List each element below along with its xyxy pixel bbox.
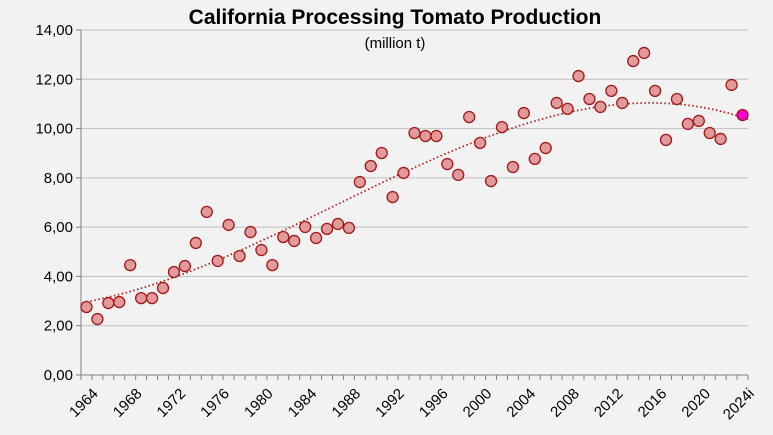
x-tick-label: 2012 [591,385,627,421]
data-point [725,78,738,92]
data-point [244,225,257,239]
data-point [714,132,727,146]
data-point [594,100,607,114]
data-point [222,218,235,232]
data-point [463,110,476,124]
y-tick-label: 10,00 [35,121,73,138]
data-point [648,84,662,98]
x-tick-label: 2016 [635,385,671,421]
x-tick-label: 1964 [66,385,102,421]
data-point [517,106,530,120]
data-point [506,160,520,174]
data-point [134,291,148,305]
data-point [277,230,290,244]
data-point [113,295,126,309]
x-tick-label: 1976 [197,385,233,421]
y-tick-label: 8,00 [44,170,73,187]
data-point [211,254,224,268]
data-point [80,300,93,314]
y-tick-label: 6,00 [44,219,73,236]
y-tick-label: 2,00 [44,318,73,335]
data-point [605,84,618,98]
x-tick-label: 1988 [329,385,365,421]
y-tick-label: 0,00 [44,367,73,384]
data-point [386,190,399,204]
data-point [156,281,170,295]
data-point [583,92,596,106]
data-point [572,69,585,83]
data-point [408,126,421,140]
data-point [473,136,487,150]
y-tick-label: 4,00 [44,268,73,285]
data-point [419,129,432,143]
data-point [637,46,651,60]
data-point [178,259,192,273]
x-tick-label: 1972 [154,385,190,421]
data-point [299,220,312,234]
data-point [375,146,388,160]
y-tick-label: 12,00 [35,71,73,88]
data-point [670,92,684,106]
data-point [266,258,279,272]
data-point [91,312,104,326]
data-point [616,96,629,110]
data-point [539,141,552,155]
data-point [200,205,213,219]
data-point [397,166,410,180]
data-point [145,291,159,305]
data-point [659,133,673,147]
chart-title: California Processing Tomato Production [188,6,602,29]
data-point [331,217,345,231]
data-point [528,152,541,166]
x-tick-label: 1984 [285,385,321,421]
data-point [561,102,574,116]
x-tick-label: 1992 [372,385,408,421]
x-tick-label: 1980 [241,385,277,421]
data-point [167,265,181,279]
data-point [189,236,202,250]
data-point [452,168,465,182]
data-point [233,249,246,263]
x-tick-label: 2008 [547,385,583,421]
y-tick-label: 14,00 [35,22,73,39]
data-point [288,234,301,248]
data-point [627,54,640,68]
x-tick-label: 1968 [110,385,146,421]
data-point [102,296,115,310]
data-point [320,222,334,236]
data-point [484,174,498,188]
highlighted-data-point [736,108,749,122]
x-tick-label: 2004 [503,385,539,421]
data-point [342,221,356,235]
data-point [495,120,509,134]
data-point [692,114,705,128]
data-point [430,129,443,143]
data-point [681,117,695,131]
data-point [124,258,137,272]
data-point [364,159,377,173]
data-point [550,96,563,110]
x-tick-label: 2020 [678,385,714,421]
x-tick-label: 1996 [416,385,452,421]
x-tick-label: 2024i [720,385,758,423]
x-tick-label: 2000 [460,385,496,421]
chart-subtitle: (million t) [364,35,426,52]
data-point [441,157,454,171]
data-point [703,126,716,140]
data-point [255,243,268,257]
data-point [353,175,366,189]
data-point [309,231,323,245]
